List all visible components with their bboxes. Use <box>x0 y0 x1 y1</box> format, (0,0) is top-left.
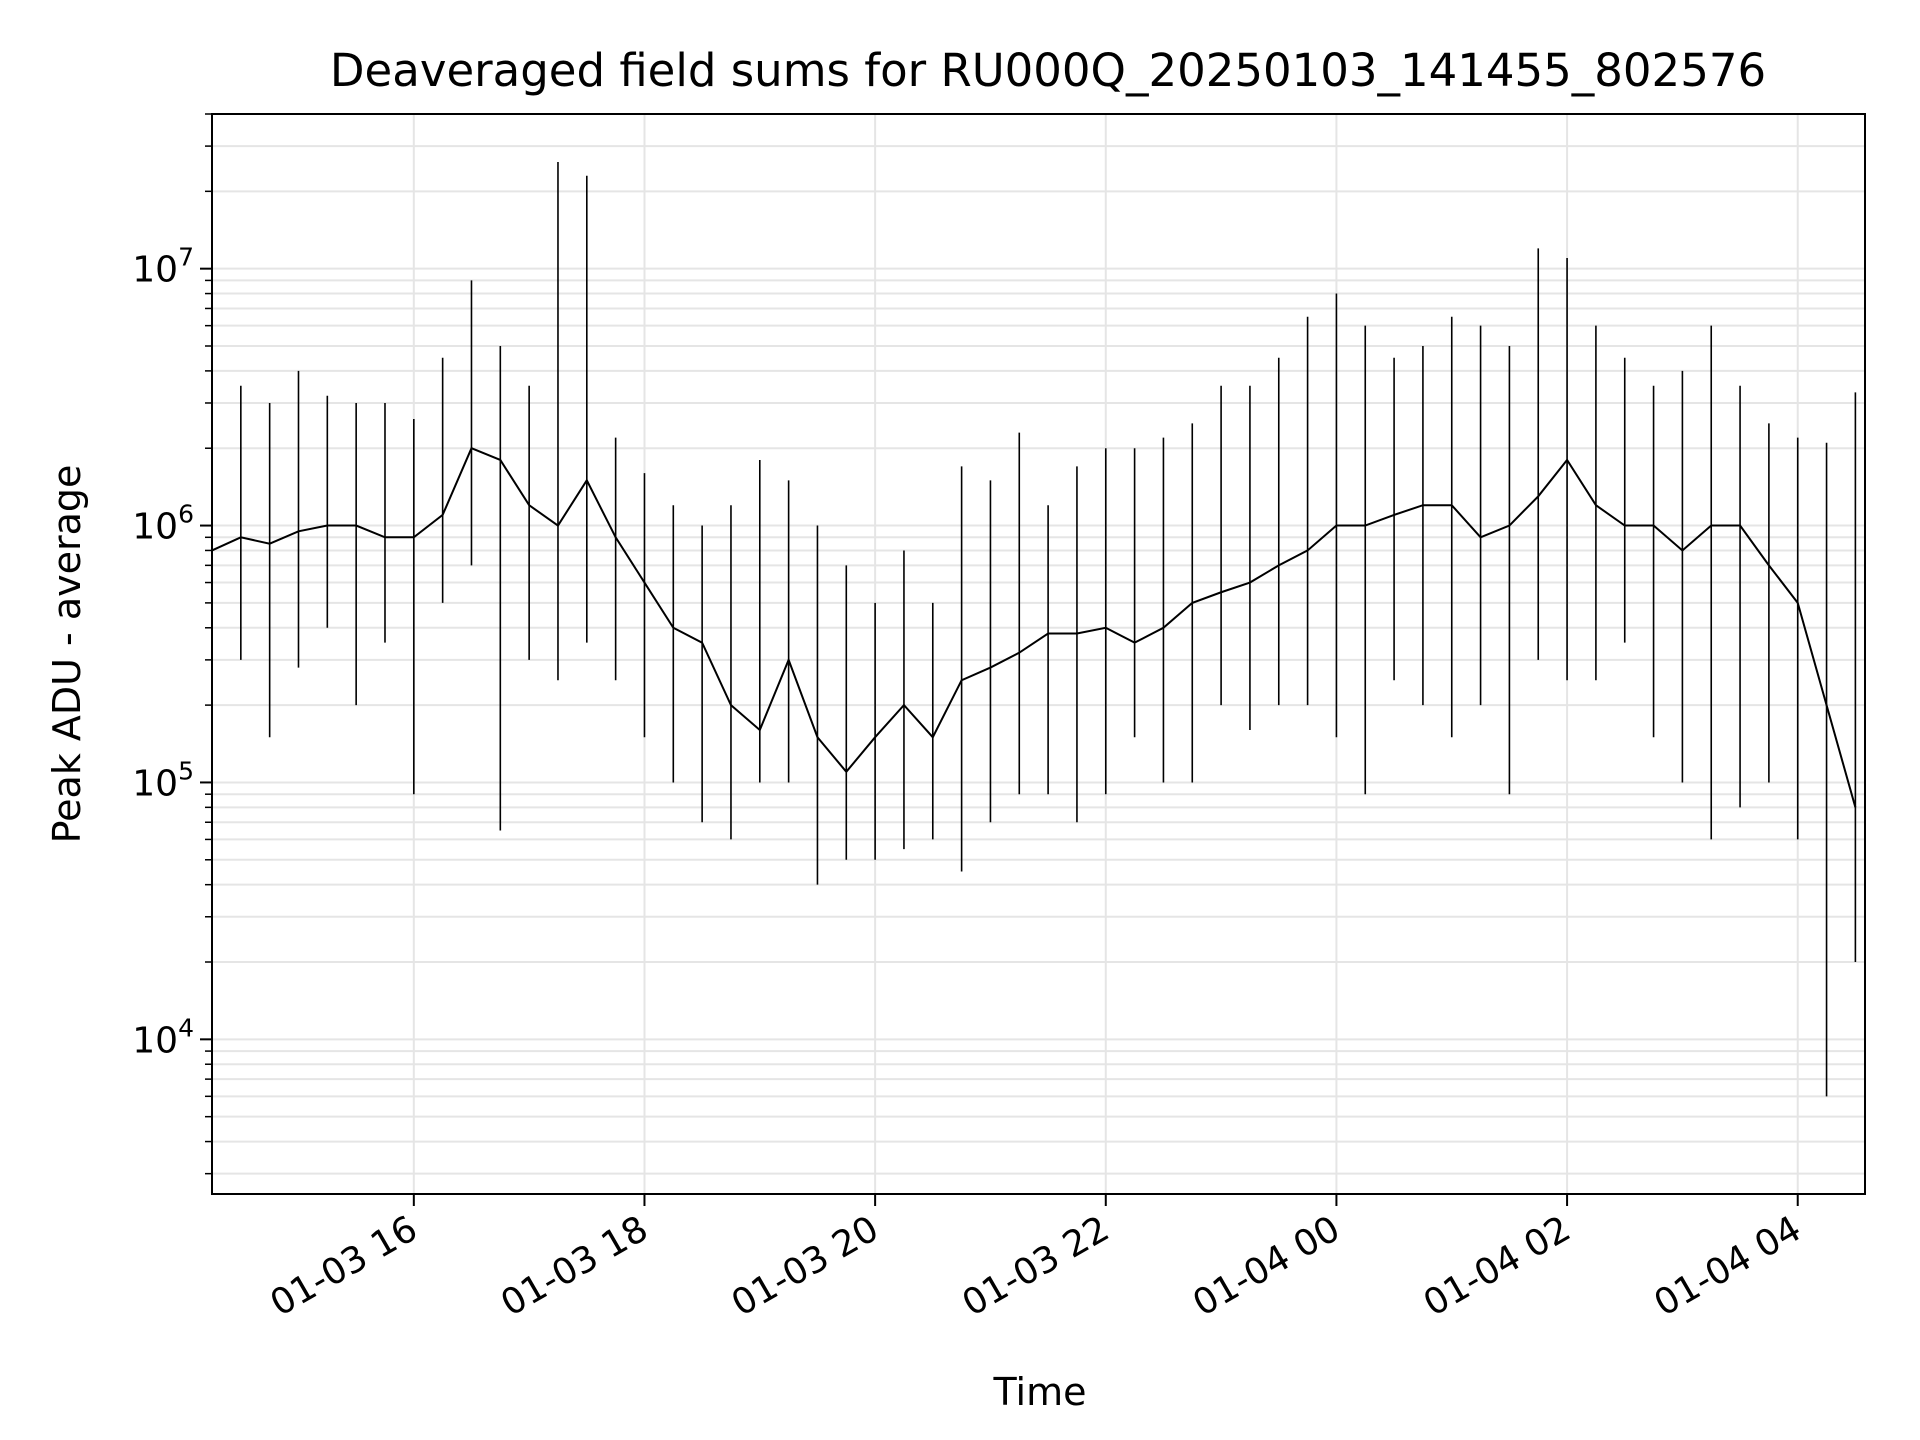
chart-title: Deaveraged field sums for RU000Q_2025010… <box>330 44 1766 97</box>
y-tick-label: 104 <box>132 1013 194 1061</box>
y-tick-label: 107 <box>132 243 194 291</box>
y-axis-label: Peak ADU - average <box>45 465 89 844</box>
x-axis-label: Time <box>993 1370 1087 1414</box>
plot-frame <box>211 113 1866 1195</box>
y-axis-ticks: 104 105 106 107 <box>132 243 212 1061</box>
minor-gridlines <box>205 113 1865 1175</box>
data-series <box>211 162 1857 1097</box>
y-tick-label: 106 <box>132 500 194 548</box>
y-tick-label: 105 <box>132 756 194 804</box>
series-line <box>211 446 1857 808</box>
